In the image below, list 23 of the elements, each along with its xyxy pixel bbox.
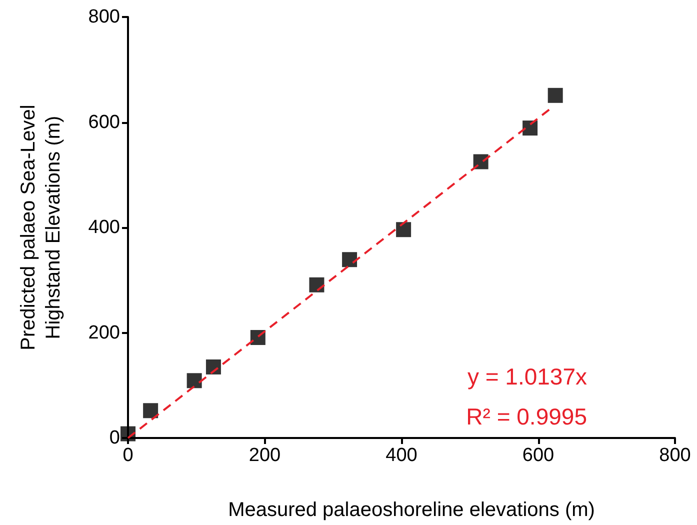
annotation: y = 1.0137x [467,364,588,390]
y-tick-label: 0 [109,428,120,448]
point [206,359,221,374]
y-axis-title: Predicted palaeo Sea-Level Highstand Elevations (m) [18,104,64,350]
point [522,120,538,136]
point [186,373,202,388]
x-tick-label: 200 [248,445,281,466]
y-tick-label: 600 [88,112,120,133]
y-tick-label: 200 [88,322,120,344]
point [143,403,158,418]
annotation: R² = 0.9995 [466,404,587,430]
point [309,277,324,292]
y-tick-label: 800 [88,6,120,28]
y-tick-label: 400 [88,217,120,238]
x-axis-title: Measured palaeoshoreline elevations (m) [228,499,595,521]
point [396,222,412,238]
x-tick-label: 400 [386,445,418,466]
x-tick-label: 0 [122,445,134,466]
point [120,426,136,442]
point [548,88,563,103]
point [342,252,358,268]
x-tick-label: 600 [522,445,554,466]
x-tick-label: 800 [659,445,691,466]
